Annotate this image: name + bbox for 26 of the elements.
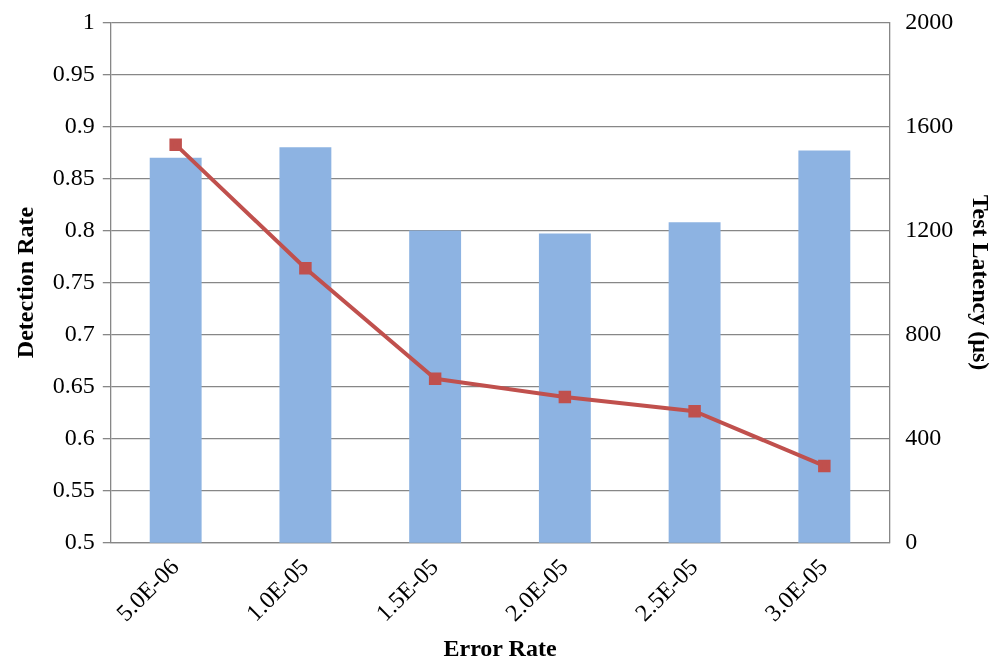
y-tick-label: 0.75 bbox=[52, 267, 95, 294]
y2-tick-label: 800 bbox=[905, 319, 942, 346]
y-tick-label: 0.55 bbox=[52, 475, 95, 502]
y-tick-label: 0.85 bbox=[52, 163, 95, 190]
y-tick-label: 1 bbox=[82, 7, 95, 34]
y2-tick-label: 1200 bbox=[905, 215, 954, 242]
point bbox=[558, 390, 572, 404]
y-tick-label: 0.7 bbox=[64, 319, 95, 346]
y2-tick-label: 2000 bbox=[905, 7, 954, 34]
x-axis-title: Error Rate bbox=[443, 634, 557, 661]
y2-tick-label: 0 bbox=[905, 527, 918, 554]
y-tick-label: 0.65 bbox=[52, 371, 95, 398]
point bbox=[428, 372, 442, 385]
y-axis-title: Detection Rate bbox=[11, 206, 38, 359]
y-tick-label: 0.9 bbox=[64, 111, 95, 138]
y2-axis-title: Test Latency (µs) bbox=[968, 194, 995, 371]
y-tick-label: 0.6 bbox=[64, 423, 95, 450]
y2-tick-label: 1600 bbox=[905, 111, 954, 138]
point bbox=[688, 405, 701, 418]
y-tick-label: 0.8 bbox=[64, 215, 95, 242]
y2-tick-label: 400 bbox=[905, 423, 942, 450]
point bbox=[299, 261, 312, 275]
point bbox=[169, 138, 182, 151]
point bbox=[818, 459, 831, 473]
y-tick-label: 0.5 bbox=[64, 527, 95, 554]
y-tick-label: 0.95 bbox=[52, 59, 95, 86]
